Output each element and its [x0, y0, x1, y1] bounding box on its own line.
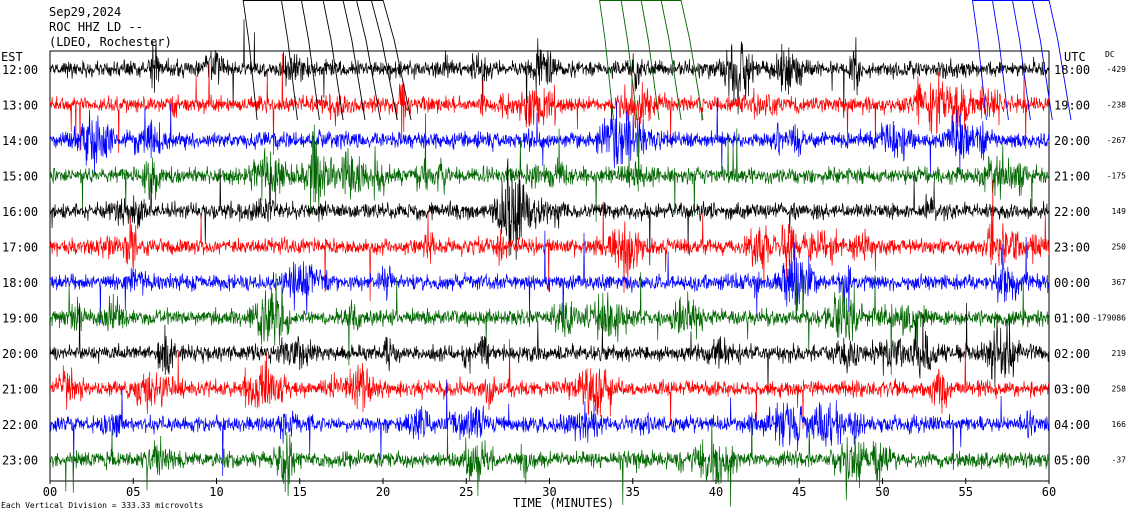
trace-row-2200 [49, 379, 1050, 477]
dc-offset-label: -175 [1107, 172, 1126, 181]
x-axis-label: TIME (MINUTES) [513, 496, 614, 510]
row-label-layer: 12:00 18:00 -429 13:00 19:00 -238 14:00 20:0… [2, 63, 1126, 468]
utc-time-label: 21:00 [1054, 170, 1090, 184]
trace-row-2100 [49, 339, 1050, 430]
dc-offset-label: -267 [1107, 136, 1126, 145]
local-time-label: 22:00 [2, 418, 38, 432]
clipped-trace-blue [1011, 0, 1031, 121]
network-label: (LDEO, Rochester) [49, 35, 172, 49]
local-time-label: 14:00 [2, 134, 38, 148]
trace-row-1300 [49, 53, 1050, 156]
local-time-label: 23:00 [2, 454, 38, 468]
utc-time-label: 02:00 [1054, 347, 1090, 361]
trace-row-1600 [49, 158, 1050, 266]
utc-time-label: 19:00 [1054, 99, 1090, 113]
x-tick-label: 45 [792, 485, 806, 499]
date-label: Sep29,2024 [49, 5, 121, 19]
clipped-trace-blue [971, 0, 987, 121]
x-tick-label: 35 [626, 485, 640, 499]
x-tick-label: 25 [459, 485, 473, 499]
dc-offset-label: 258 [1112, 385, 1127, 394]
local-time-label: 20:00 [2, 347, 38, 361]
x-tick-label: 40 [709, 485, 723, 499]
clipped-trace-green [599, 0, 614, 121]
utc-time-label: 03:00 [1054, 383, 1090, 397]
local-time-label: 17:00 [2, 241, 38, 255]
x-axis: 00 05 10 15 20 25 30 35 40 45 50 55 60 [43, 478, 1056, 499]
dc-offset-label: 250 [1112, 243, 1127, 252]
dc-offset-label: 166 [1112, 420, 1127, 429]
dc-offset-label: 367 [1112, 278, 1127, 287]
clipped-trace-black [382, 0, 412, 121]
clipped-trace-green [640, 0, 660, 121]
dc-offset-label: 149 [1112, 207, 1127, 216]
trace-row-1400 [49, 97, 1050, 178]
x-tick-label: 00 [43, 485, 57, 499]
dc-offset-label: 219 [1112, 349, 1127, 358]
x-tick-label: 05 [126, 485, 140, 499]
trace-row-1800 [49, 230, 1050, 328]
clipped-trace-green [620, 0, 638, 121]
x-tick-label: 10 [209, 485, 223, 499]
dc-header-label: DC [1105, 50, 1115, 59]
x-tick-label: 15 [293, 485, 307, 499]
overflow-trace-layer [242, 0, 1072, 121]
local-time-label: 18:00 [2, 276, 38, 290]
utc-timezone-label: UTC [1064, 50, 1086, 64]
x-tick-label: 60 [1042, 485, 1056, 499]
x-tick-label: 50 [875, 485, 889, 499]
trace-row-1700 [49, 179, 1050, 302]
local-time-label: 15:00 [2, 170, 38, 184]
dc-offset-label: -37 [1112, 456, 1127, 465]
clipped-trace-black [280, 0, 298, 121]
local-time-label: 21:00 [2, 383, 38, 397]
dc-offset-label: -429 [1107, 65, 1126, 74]
utc-time-label: 04:00 [1054, 418, 1090, 432]
local-time-label: 13:00 [2, 99, 38, 113]
clipped-trace-black [242, 0, 258, 121]
station-label: ROC HHZ LD -- [49, 20, 143, 34]
utc-time-label: 23:00 [1054, 241, 1090, 255]
local-time-label: 19:00 [2, 312, 38, 326]
clipped-trace-black [300, 0, 320, 121]
clipped-trace-black [370, 0, 398, 121]
clipped-trace-blue [991, 0, 1009, 121]
trace-row-1500 [49, 113, 1050, 222]
utc-time-label: 18:00 [1054, 63, 1090, 77]
x-tick-label: 20 [376, 485, 390, 499]
local-time-label: 16:00 [2, 205, 38, 219]
clipped-trace-green [660, 0, 682, 121]
utc-time-label: 00:00 [1054, 276, 1090, 290]
trace-row-2300 [49, 412, 1050, 507]
dc-offset-label: -238 [1107, 101, 1126, 110]
clipped-trace-green [680, 0, 704, 121]
local-time-label: 12:00 [2, 63, 38, 77]
utc-time-label: 01:00 [1054, 312, 1090, 326]
utc-time-label: 22:00 [1054, 205, 1090, 219]
clipped-trace-black [355, 0, 381, 121]
trace-row-1200 [49, 19, 1050, 125]
trace-row-2000 [49, 302, 1050, 395]
clipped-trace-black [342, 0, 366, 121]
clipped-trace-blue [1048, 0, 1072, 121]
x-tick-label: 55 [959, 485, 973, 499]
dc-offset-label: -179086 [1092, 314, 1126, 323]
utc-time-label: 05:00 [1054, 454, 1090, 468]
utc-time-label: 20:00 [1054, 134, 1090, 148]
x-tick-label: 30 [542, 485, 556, 499]
clipped-trace-black [322, 0, 344, 121]
scale-note: Each Vertical Division = 333.33 microvol… [1, 501, 203, 510]
trace-layer [49, 19, 1050, 507]
trace-row-1900 [49, 269, 1050, 375]
local-timezone-label: EST [1, 50, 23, 64]
clipped-trace-blue [1031, 0, 1053, 121]
